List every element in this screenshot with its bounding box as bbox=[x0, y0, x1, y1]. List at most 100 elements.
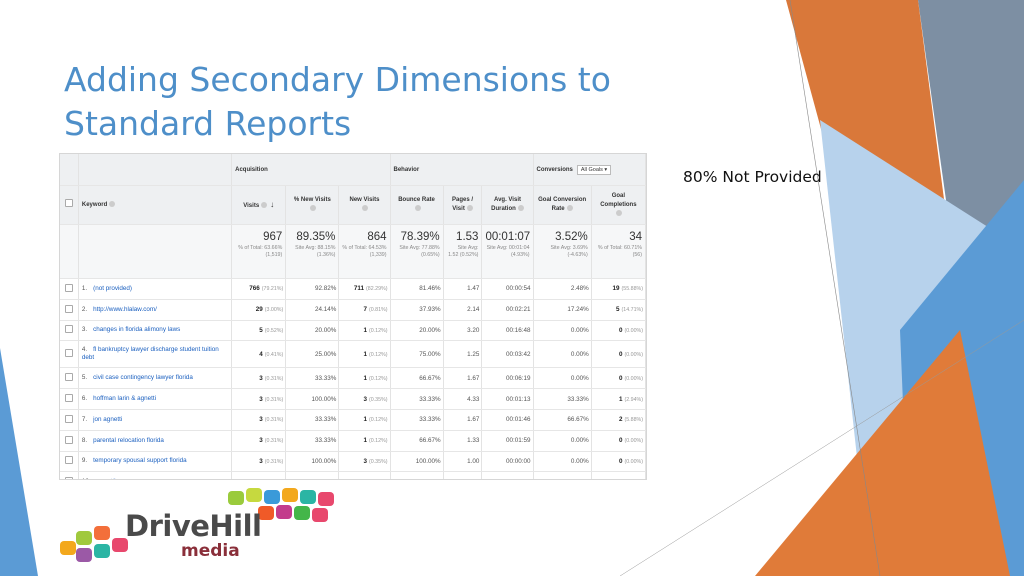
row-checkbox[interactable] bbox=[60, 367, 79, 390]
keyword-cell[interactable]: 4. fl bankruptcy lawyer discharge student… bbox=[78, 340, 233, 369]
table-row[interactable]: 8. parental relocation florida 3 (0.31%) 33.… bbox=[60, 430, 646, 452]
row-checkbox[interactable] bbox=[60, 430, 79, 452]
table-row[interactable]: 10.agnetti2(0.21%)100.00%2(0.23%)50.00%2… bbox=[60, 471, 646, 479]
row-checkbox[interactable] bbox=[60, 388, 79, 410]
goal-completions-cell: 5 (14.71%) bbox=[591, 299, 646, 321]
row-checkbox[interactable] bbox=[60, 320, 79, 342]
pages-visit-cell: 1.47 bbox=[443, 278, 483, 300]
help-icon bbox=[414, 205, 421, 212]
keyword-cell[interactable]: 3. changes in florida alimony laws bbox=[78, 320, 233, 342]
keyword-cell[interactable]: 7. jon agnetti bbox=[78, 409, 233, 431]
col-avg-duration[interactable]: Avg. Visit Duration bbox=[481, 185, 534, 225]
select-all-checkbox[interactable] bbox=[60, 185, 79, 225]
col-new-visits[interactable]: New Visits bbox=[338, 185, 391, 225]
pages-visit-cell: 1.67 bbox=[443, 367, 483, 390]
conversion-rate-cell: 0.00% bbox=[533, 320, 592, 342]
conversion-rate-cell: 0.00% bbox=[533, 430, 592, 452]
keyword-link: agnetti bbox=[97, 478, 116, 479]
keyword-cell[interactable]: 2. http://www.hlalaw.com/ bbox=[78, 299, 233, 321]
avg-duration-cell: 00:03:42 bbox=[481, 340, 534, 369]
help-icon bbox=[310, 205, 317, 212]
table-body: 1. (not provided) 766 (79.21%) 92.82% 711 (82.… bbox=[60, 278, 646, 479]
col-bounce-rate[interactable]: Bounce Rate bbox=[390, 185, 444, 225]
new-visits-cell: 3 (0.35%) bbox=[338, 451, 391, 473]
bounce-rate-cell: 37.93% bbox=[390, 299, 444, 321]
goal-completions-cell: 0(0.00%) bbox=[591, 340, 646, 369]
keyword-link: temporary spousal support florida bbox=[93, 457, 187, 465]
col-goal-completions[interactable]: Goal Completions bbox=[591, 185, 646, 225]
avg-duration-cell: 00:00:54 bbox=[481, 278, 534, 300]
avg-duration-cell: 00:01:06 bbox=[481, 471, 534, 479]
visits-cell: 3 (0.31%) bbox=[231, 388, 287, 410]
table-row[interactable]: 7. jon agnetti 3 (0.31%) 33.33% 1 (0.12%) 33.33… bbox=[60, 409, 646, 431]
goal-completions-cell: 2 (5.88%) bbox=[591, 409, 646, 431]
table-row[interactable]: 1. (not provided) 766 (79.21%) 92.82% 711 (82.… bbox=[60, 278, 646, 300]
new-visits-pct-cell: 33.33% bbox=[285, 367, 340, 390]
keyword-cell[interactable]: 5. civil case contingency lawyer florida bbox=[78, 367, 233, 390]
visits-cell: 2(0.21%) bbox=[231, 471, 287, 479]
col-new-visits-pct[interactable]: % New Visits bbox=[285, 185, 340, 225]
table-row[interactable]: 6. hoffman larin & agnetti 3 (0.31%) 100.00%… bbox=[60, 388, 646, 410]
row-checkbox[interactable] bbox=[60, 340, 79, 369]
bounce-rate-cell: 33.33% bbox=[390, 409, 444, 431]
new-visits-pct-cell: 100.00% bbox=[285, 388, 340, 410]
pages-visit-cell: 2.14 bbox=[443, 299, 483, 321]
row-checkbox[interactable] bbox=[60, 471, 79, 479]
row-checkbox[interactable] bbox=[60, 299, 79, 321]
keyword-cell[interactable]: 6. hoffman larin & agnetti bbox=[78, 388, 233, 410]
visits-cell: 3 (0.31%) bbox=[231, 430, 287, 452]
keyword-link: fl bankruptcy lawyer discharge student t… bbox=[81, 346, 219, 362]
table-row[interactable]: 4. fl bankruptcy lawyer discharge student… bbox=[60, 340, 646, 369]
table-row[interactable]: 2. http://www.hlalaw.com/29 (3.00%) 24.14% 7… bbox=[60, 299, 646, 321]
avg-duration-cell: 00:02:21 bbox=[481, 299, 534, 321]
avg-duration-cell: 00:01:46 bbox=[481, 409, 534, 431]
bounce-rate-cell: 66.67% bbox=[390, 430, 444, 452]
keyword-cell[interactable]: 8. parental relocation florida bbox=[78, 430, 233, 452]
visits-cell: 3 (0.31%) bbox=[231, 367, 287, 390]
keyword-cell[interactable]: 10.agnetti bbox=[78, 471, 233, 479]
total-goal-completions: 34% of Total: 60.71% (56) bbox=[591, 224, 646, 279]
new-visits-cell: 1 (0.12%) bbox=[338, 409, 391, 431]
total-new-visits-pct: 89.35% Site Avg: 88.15% (1.36%) bbox=[285, 224, 340, 279]
keyword-report-table: Acquisition Behavior Conversions All Goal… bbox=[60, 154, 646, 479]
total-conversion-rate: 3.52% Site Avg: 3.69% (-4.63%) bbox=[533, 224, 592, 279]
keyword-link: hoffman larin & agnetti bbox=[93, 395, 157, 403]
deco-line bbox=[789, 0, 881, 576]
bounce-rate-cell: 50.00% bbox=[390, 471, 444, 479]
help-icon bbox=[466, 205, 473, 212]
row-checkbox[interactable] bbox=[60, 451, 79, 473]
row-checkbox[interactable] bbox=[60, 409, 79, 431]
pages-visit-cell: 1.67 bbox=[443, 409, 483, 431]
table-row[interactable]: 9. temporary spousal support florida 3 (0.3… bbox=[60, 451, 646, 473]
conversion-rate-cell: 0.00% bbox=[533, 451, 592, 473]
visits-cell: 29 (3.00%) bbox=[231, 299, 287, 321]
new-visits-pct-cell: 33.33% bbox=[285, 409, 340, 431]
pages-visit-cell: 1.00 bbox=[443, 451, 483, 473]
col-keyword[interactable]: Keyword bbox=[78, 185, 233, 225]
help-icon bbox=[109, 200, 116, 207]
keyword-link: changes in florida alimony laws bbox=[93, 326, 181, 334]
col-conversion-rate[interactable]: Goal Conversion Rate bbox=[533, 185, 592, 225]
table-row[interactable]: 5. civil case contingency lawyer florida 3… bbox=[60, 367, 646, 390]
bounce-rate-cell: 66.67% bbox=[390, 367, 444, 390]
group-behavior: Behavior bbox=[390, 154, 534, 186]
col-visits[interactable]: Visits ↓ bbox=[231, 185, 287, 225]
row-checkbox[interactable] bbox=[60, 278, 79, 300]
pages-visit-cell: 1.25 bbox=[443, 340, 483, 369]
avg-duration-cell: 00:16:48 bbox=[481, 320, 534, 342]
goals-dropdown[interactable]: All Goals ▾ bbox=[576, 164, 612, 175]
goal-completions-cell: 19 (55.88%) bbox=[591, 278, 646, 300]
table-row[interactable]: 3. changes in florida alimony laws 5 (0.52%… bbox=[60, 320, 646, 342]
avg-duration-cell: 00:00:00 bbox=[481, 451, 534, 473]
col-pages-visit[interactable]: Pages / Visit bbox=[443, 185, 483, 225]
avg-duration-cell: 00:06:19 bbox=[481, 367, 534, 390]
keyword-cell[interactable]: 1. (not provided) bbox=[78, 278, 233, 300]
pages-visit-cell: 4.33 bbox=[443, 388, 483, 410]
slide-title: Adding Secondary Dimensions to Standard … bbox=[64, 60, 611, 143]
keyword-cell[interactable]: 9. temporary spousal support florida bbox=[78, 451, 233, 473]
conversion-rate-cell: 66.67% bbox=[533, 409, 592, 431]
goal-completions-cell: 1 (2.94%) bbox=[591, 388, 646, 410]
conversion-rate-cell: 0.00% bbox=[533, 340, 592, 369]
visits-cell: 5 (0.52%) bbox=[231, 320, 287, 342]
